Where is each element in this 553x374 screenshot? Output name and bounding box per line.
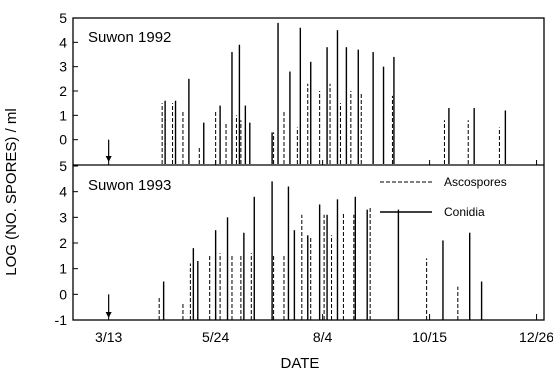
y-tick-label: 2 [59,235,67,251]
x-tick-label: 10/15 [412,329,447,345]
arrow-head [105,156,112,162]
x-tick-label: 5/24 [202,329,229,345]
y-tick-label: 0 [59,132,67,148]
panel-1993: -1 0 1 2 3 4 5 Suwon 1993 [55,158,483,328]
y-axis-label: LOG (NO. SPORES) / ml [3,108,20,276]
x-tick-label: 12/26 [519,329,553,345]
legend-label-ascospores: Ascospores [444,175,507,189]
y-tick-label: 4 [59,184,67,200]
x-tick-label: 8/4 [313,329,333,345]
legend: Ascospores Conidia [380,175,507,219]
y-tick-label: 3 [59,209,67,225]
y-tick-label: 0 [59,286,67,302]
plot-border [72,17,545,321]
panel-title: Suwon 1992 [88,29,171,46]
y-tick-label: 5 [59,10,67,26]
y-tick-label: 2 [59,83,67,99]
x-axis-label: DATE [281,355,320,372]
plot-frame [72,17,545,321]
y-tick-label: -1 [55,312,68,328]
y-tick-label: 4 [59,34,67,50]
panel-title: Suwon 1993 [88,177,171,194]
y-tick-label: 3 [59,59,67,75]
y-tick-label: 5 [59,158,67,174]
y-tick-label: 1 [59,261,67,277]
panel-1992: 0 1 2 3 4 5 Suwon 1992 [59,10,507,164]
x-axis: 3/13 5/24 8/4 10/15 12/26 [95,160,553,345]
y-tick-label: 1 [59,107,67,123]
x-tick-label: 3/13 [95,329,122,345]
legend-label-conidia: Conidia [444,205,485,219]
